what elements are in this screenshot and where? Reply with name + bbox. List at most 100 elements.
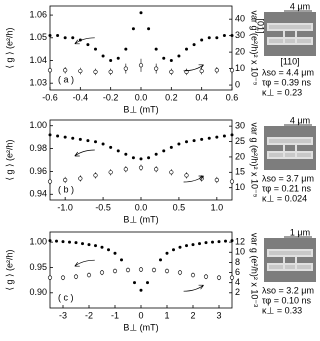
point — [185, 244, 188, 248]
open-point — [78, 68, 83, 74]
y2-tick-label: 25 — [235, 136, 245, 146]
y-tick-label: 1.03 — [29, 78, 47, 88]
point — [215, 36, 219, 40]
point — [109, 145, 113, 149]
point — [61, 240, 65, 244]
point — [169, 58, 173, 62]
y2-axis-title: var g (e²/h)² x 10⁻⁵ — [250, 122, 260, 197]
y2-tick-label: 20 — [235, 151, 245, 161]
open-point — [47, 275, 53, 280]
open-point — [214, 177, 219, 183]
point — [154, 47, 158, 51]
y-tick-label: 0.90 — [29, 287, 47, 297]
point — [116, 149, 120, 153]
point — [109, 58, 113, 62]
open-point — [108, 69, 113, 74]
point — [86, 139, 90, 143]
point — [222, 134, 226, 138]
point — [86, 43, 90, 47]
y-tick-label: 1.05 — [29, 32, 47, 42]
point — [162, 149, 166, 153]
x-tick-label: 0.0 — [135, 92, 148, 102]
y-tick-label: 1.00 — [29, 237, 47, 247]
y2-tick-label: 15 — [235, 167, 245, 177]
point — [55, 239, 58, 243]
point — [139, 157, 143, 161]
open-point — [63, 177, 68, 183]
x-axis-title: B⊥ (mT) — [123, 214, 158, 224]
parameter: λso = 3.7 μm — [262, 173, 314, 183]
device-shape — [267, 249, 313, 271]
axis-direction: [01] — [256, 18, 266, 33]
point — [191, 243, 195, 247]
point — [124, 152, 128, 156]
y2-tick-label: 0 — [235, 79, 240, 89]
open-point — [154, 167, 159, 172]
y2-tick-label: 30 — [235, 30, 245, 40]
point — [159, 258, 162, 262]
y-tick-label: 0.96 — [29, 166, 47, 176]
x-axis-title: B⊥ (mT) — [123, 322, 158, 332]
point — [131, 156, 135, 160]
point — [207, 136, 211, 140]
x-tick-label: -1 — [111, 310, 119, 320]
point — [177, 54, 181, 58]
y2-tick-label: 10 — [235, 247, 245, 257]
open-point — [138, 267, 144, 272]
y2-tick-label: 10 — [235, 182, 245, 192]
arrow — [74, 259, 95, 267]
y-tick-label: 1.00 — [29, 120, 47, 130]
x-tick-label: 1.0 — [211, 202, 224, 212]
open-point — [63, 68, 68, 73]
x-tick-label: 0.2 — [165, 92, 178, 102]
open-point — [123, 167, 128, 172]
point — [165, 251, 169, 255]
x-tick-label: 1 — [164, 310, 169, 320]
point — [154, 152, 158, 156]
point — [200, 38, 204, 42]
y2-tick-label: 20 — [235, 46, 245, 56]
x-tick-label: -3 — [59, 310, 67, 320]
open-point — [190, 272, 196, 278]
panel-label: ( c ) — [58, 292, 74, 302]
open-point — [47, 179, 53, 184]
y-tick-label: 1.06 — [29, 9, 47, 19]
open-point — [184, 173, 189, 178]
point — [81, 242, 84, 246]
scale-label: 4 μm — [290, 1, 310, 11]
x-tick-label: -2 — [85, 310, 93, 320]
point — [100, 245, 104, 249]
open-point — [86, 272, 92, 278]
x-tick-label: -1.0 — [57, 202, 73, 212]
y-axis-title: ⟨ g ⟩ (e²/h) — [4, 139, 14, 180]
point — [94, 244, 97, 248]
point — [146, 281, 149, 285]
y-axis-title: ⟨ g ⟩ (e²/h) — [4, 27, 14, 68]
point — [211, 240, 214, 244]
point — [185, 140, 188, 144]
point — [56, 134, 60, 138]
open-point — [151, 267, 157, 273]
parameter: κ⊥ = 0.23 — [262, 87, 302, 97]
point — [74, 241, 78, 245]
x-tick-label: 0.5 — [173, 202, 186, 212]
open-point — [169, 170, 174, 175]
point — [230, 239, 234, 243]
point — [224, 239, 227, 243]
point — [124, 47, 128, 51]
open-point — [108, 170, 113, 175]
point — [116, 56, 120, 60]
point — [204, 241, 208, 245]
micrograph — [264, 126, 316, 170]
parameter: κ⊥ = 0.024 — [262, 193, 307, 203]
open-point — [78, 176, 83, 181]
x-tick-label: -0.2 — [103, 92, 119, 102]
point — [147, 156, 151, 160]
parameter: λso = 4.4 μm — [262, 67, 314, 77]
point — [230, 34, 234, 38]
x-tick-label: 0.6 — [226, 92, 239, 102]
panel-label: ( b ) — [58, 184, 74, 194]
open-point — [229, 68, 235, 73]
point — [230, 133, 234, 137]
